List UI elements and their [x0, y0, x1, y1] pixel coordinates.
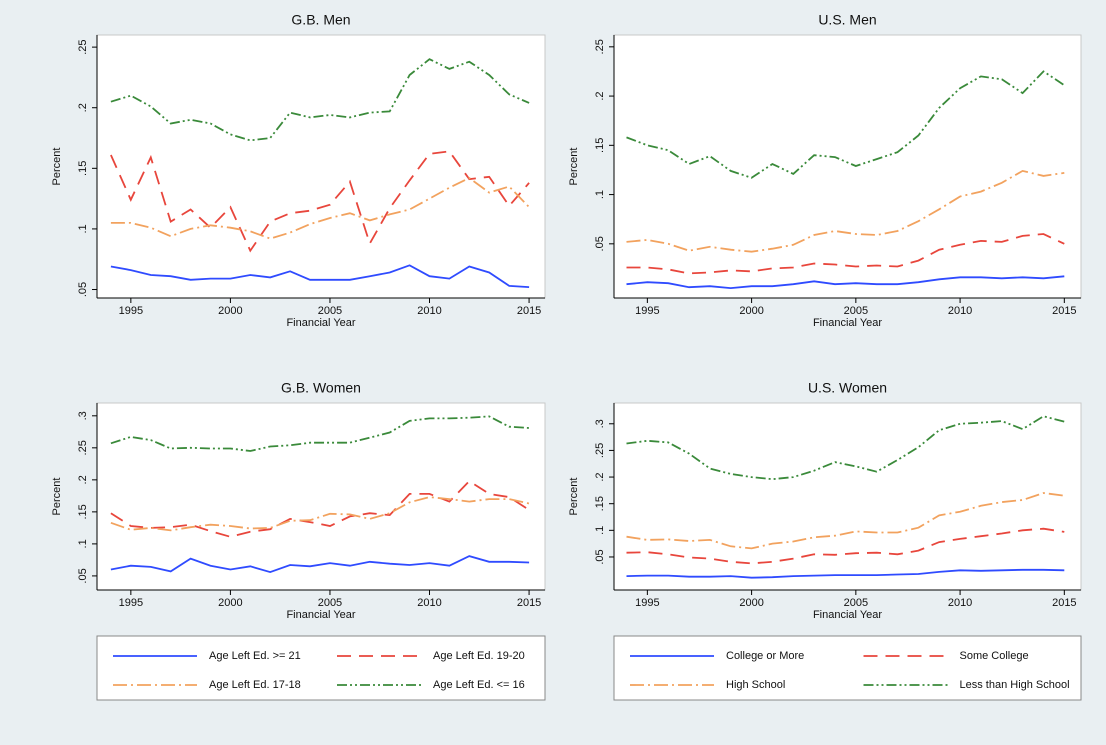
series-line — [110, 264, 530, 288]
series-line — [626, 415, 1065, 481]
y-axis-label: Percent — [51, 478, 63, 516]
series-line — [110, 58, 530, 142]
y-tick-label: .2 — [594, 91, 606, 100]
x-axis-label: Financial Year — [813, 609, 882, 621]
x-tick-label: 2015 — [1052, 597, 1076, 609]
y-tick-label: .25 — [594, 39, 606, 54]
x-tick-label: 2000 — [218, 305, 242, 317]
y-tick-label: .05 — [77, 568, 89, 583]
y-tick-label: .3 — [77, 411, 89, 420]
y-axis-label: Percent — [568, 478, 580, 516]
legend-label: College or More — [726, 650, 804, 662]
x-tick-label: 1995 — [119, 305, 143, 317]
chart-title: G.B. Men — [291, 12, 350, 28]
y-tick-label: .15 — [594, 138, 606, 153]
y-tick-label: .25 — [77, 440, 89, 455]
x-tick-label: 2015 — [1052, 305, 1076, 317]
x-tick-label: 2000 — [739, 305, 763, 317]
chart-title: U.S. Women — [808, 380, 887, 396]
y-axis-label: Percent — [568, 148, 580, 186]
legend-label: Age Left Ed. >= 21 — [209, 650, 301, 662]
plot-area — [96, 402, 546, 591]
legend-label: Age Left Ed. <= 16 — [433, 679, 525, 691]
series-line — [110, 555, 530, 574]
legend-label: Some College — [960, 650, 1029, 662]
x-tick-label: 2000 — [218, 597, 242, 609]
series-line — [110, 176, 530, 240]
y-tick-label: .2 — [594, 472, 606, 481]
y-tick-label: .2 — [77, 475, 89, 484]
series-line — [626, 275, 1065, 290]
series-line — [626, 568, 1065, 579]
y-tick-label: .2 — [77, 103, 89, 112]
x-axis-label: Financial Year — [286, 609, 355, 621]
x-axis-label: Financial Year — [286, 317, 355, 329]
series-line — [626, 233, 1065, 275]
x-tick-label: 2010 — [948, 305, 972, 317]
series-line — [626, 169, 1065, 253]
legend-box — [613, 635, 1082, 701]
y-axis-label: Percent — [51, 148, 63, 186]
x-tick-label: 1995 — [635, 305, 659, 317]
y-tick-label: .15 — [77, 161, 89, 176]
plot-area — [613, 402, 1082, 591]
series-line — [110, 415, 530, 452]
x-tick-label: 2000 — [739, 597, 763, 609]
series-line — [110, 479, 530, 538]
x-tick-label: 1995 — [635, 597, 659, 609]
series-line — [110, 150, 530, 253]
y-tick-label: .1 — [77, 224, 89, 233]
y-tick-label: .05 — [77, 282, 89, 297]
series-line — [626, 492, 1065, 550]
legend-box — [96, 635, 546, 701]
legend-label: Less than High School — [960, 679, 1070, 691]
y-tick-label: .05 — [594, 236, 606, 251]
chart-title: U.S. Men — [818, 12, 876, 28]
legend-label: Age Left Ed. 17-18 — [209, 679, 301, 691]
x-tick-label: 2010 — [417, 597, 441, 609]
y-tick-label: .15 — [594, 496, 606, 511]
y-tick-label: .25 — [77, 39, 89, 54]
x-tick-label: 2005 — [318, 597, 342, 609]
y-tick-label: .05 — [594, 549, 606, 564]
legend-label: Age Left Ed. 19-20 — [433, 650, 525, 662]
x-tick-label: 2005 — [844, 597, 868, 609]
plot-area — [613, 34, 1082, 299]
x-tick-label: 2005 — [318, 305, 342, 317]
chart-title: G.B. Women — [281, 380, 361, 396]
x-tick-label: 2010 — [948, 597, 972, 609]
x-tick-label: 1995 — [119, 597, 143, 609]
x-axis-label: Financial Year — [813, 317, 882, 329]
y-tick-label: .1 — [594, 190, 606, 199]
x-tick-label: 2010 — [417, 305, 441, 317]
plot-area — [96, 34, 546, 299]
x-tick-label: 2015 — [517, 305, 541, 317]
legend-label: High School — [726, 679, 785, 691]
y-tick-label: .3 — [594, 419, 606, 428]
y-tick-label: .1 — [77, 539, 89, 548]
x-tick-label: 2005 — [844, 305, 868, 317]
y-tick-label: .25 — [594, 443, 606, 458]
x-tick-label: 2015 — [517, 597, 541, 609]
y-tick-label: .1 — [594, 526, 606, 535]
y-tick-label: .15 — [77, 504, 89, 519]
series-line — [626, 527, 1065, 565]
